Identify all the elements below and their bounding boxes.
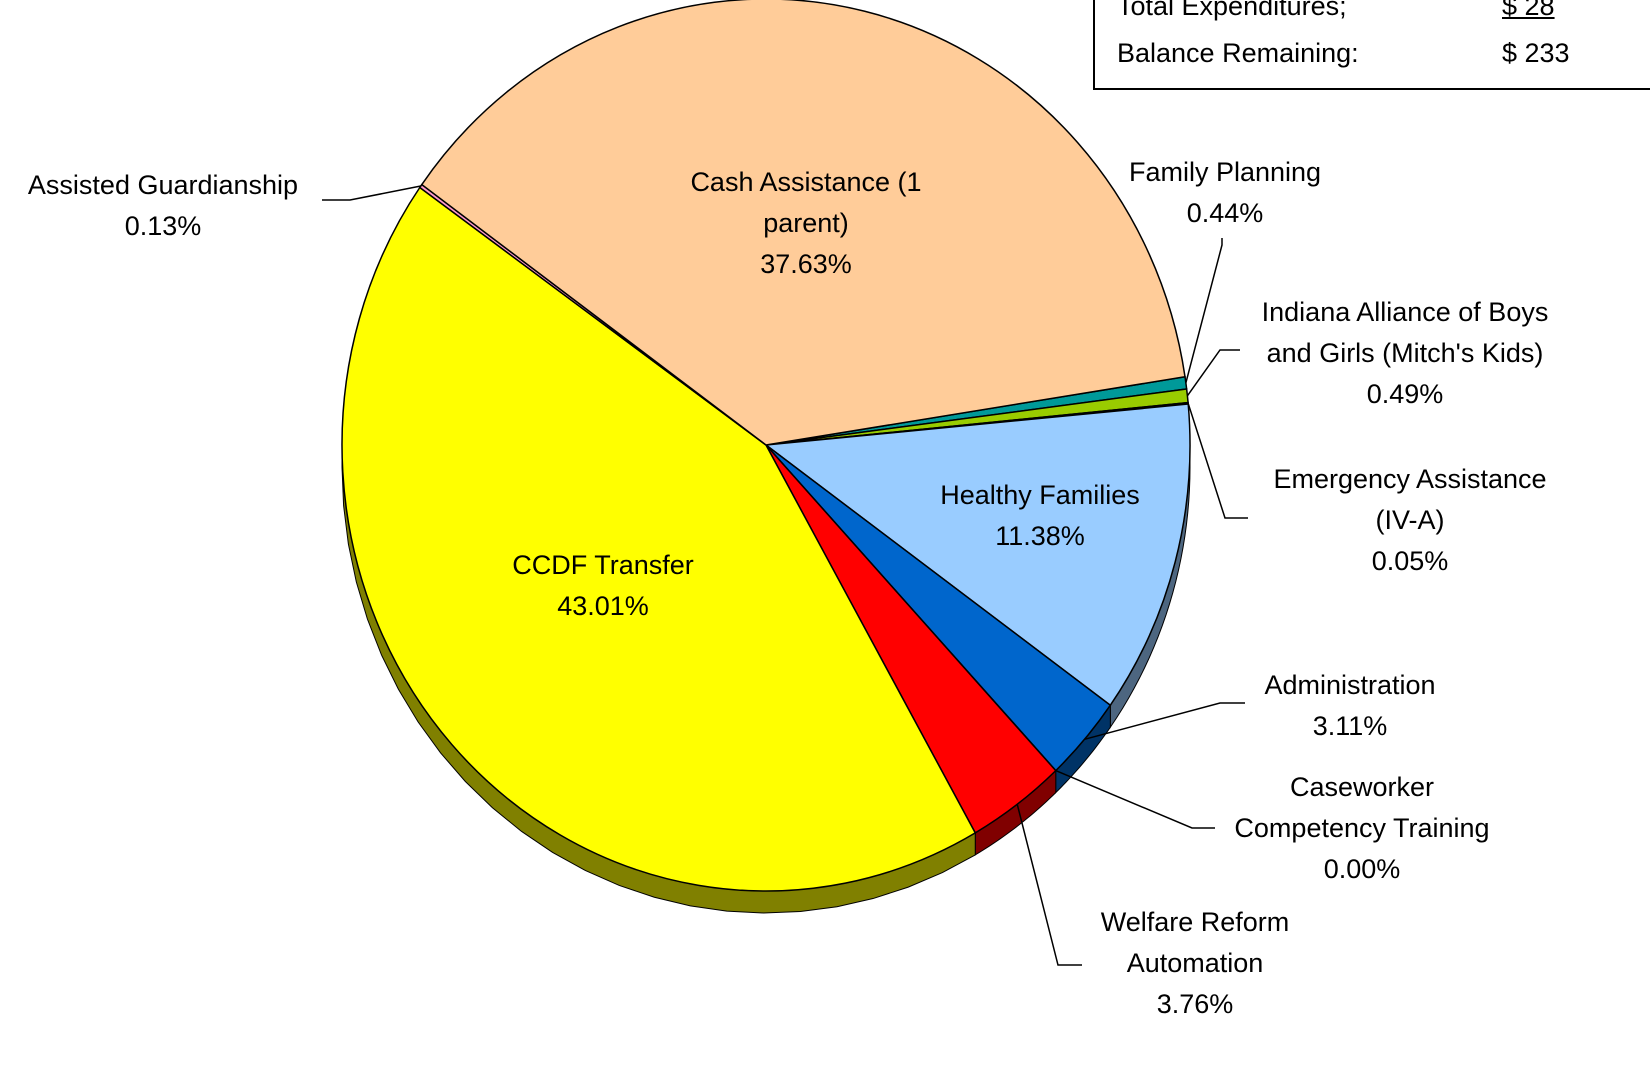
slice-label: Assisted Guardianship 0.13% bbox=[0, 165, 333, 247]
value-label: 0.49% bbox=[1366, 379, 1444, 409]
slice-label: Welfare Reform Automation 3.76% bbox=[1075, 902, 1315, 1025]
leader-line bbox=[1016, 804, 1082, 966]
category-name: Assisted Guardianship bbox=[27, 170, 299, 200]
leader-line bbox=[322, 185, 421, 201]
slice-label: Family Planning 0.44% bbox=[1095, 152, 1355, 234]
leader-line bbox=[1186, 349, 1240, 397]
leader-line bbox=[1084, 702, 1245, 741]
category-name: Healthy Families bbox=[940, 480, 1140, 510]
slice-label: Cash Assistance (1 parent) 37.63% bbox=[661, 162, 951, 285]
value-label: 0.05% bbox=[1371, 546, 1449, 576]
category-name: Administration bbox=[1264, 670, 1436, 700]
slice-label: Emergency Assistance (IV-A) 0.05% bbox=[1250, 459, 1570, 582]
value-label: 3.11% bbox=[1312, 711, 1388, 741]
value-label: 11.38% bbox=[995, 521, 1085, 551]
leader-line bbox=[1185, 238, 1223, 384]
category-name: Caseworker Competency Training bbox=[1234, 772, 1490, 843]
value-label: 37.63% bbox=[760, 249, 852, 279]
value-label: 0.13% bbox=[124, 211, 202, 241]
slice-label: Administration 3.11% bbox=[1220, 665, 1480, 747]
slice bbox=[341, 186, 977, 892]
slice bbox=[764, 403, 1191, 707]
category-name: Welfare Reform Automation bbox=[1100, 907, 1290, 978]
summary-table: Total Expenditures; $ 28 Balance Remaining… bbox=[1093, 0, 1650, 90]
category-name: Emergency Assistance (IV-A) bbox=[1273, 464, 1547, 535]
leader-line bbox=[1055, 769, 1215, 829]
leader-line bbox=[1187, 403, 1248, 519]
slice-label: Indiana Alliance of Boys and Girls (Mitc… bbox=[1240, 292, 1570, 415]
slice-label: Caseworker Competency Training 0.00% bbox=[1217, 767, 1507, 890]
value-label: 0.00% bbox=[1323, 854, 1401, 884]
row-value: $ 28 bbox=[1502, 0, 1555, 21]
value-label: 0.44% bbox=[1186, 198, 1264, 228]
value-label: 43.01% bbox=[557, 591, 649, 621]
slice-label: Healthy Families 11.38% bbox=[910, 475, 1170, 557]
category-name: Family Planning bbox=[1128, 157, 1322, 187]
value-label: 3.76% bbox=[1156, 989, 1234, 1019]
row-label: Balance Remaining: bbox=[1117, 38, 1359, 68]
row-label: Total Expenditures; bbox=[1117, 0, 1347, 21]
category-name: CCDF Transfer bbox=[512, 550, 694, 580]
slice-label: CCDF Transfer 43.01% bbox=[473, 545, 733, 627]
category-name: Indiana Alliance of Boys and Girls (Mitc… bbox=[1261, 297, 1549, 368]
category-name: Cash Assistance (1 parent) bbox=[690, 167, 922, 238]
row-value: $ 233 bbox=[1502, 38, 1570, 68]
slice bbox=[420, 0, 1186, 446]
